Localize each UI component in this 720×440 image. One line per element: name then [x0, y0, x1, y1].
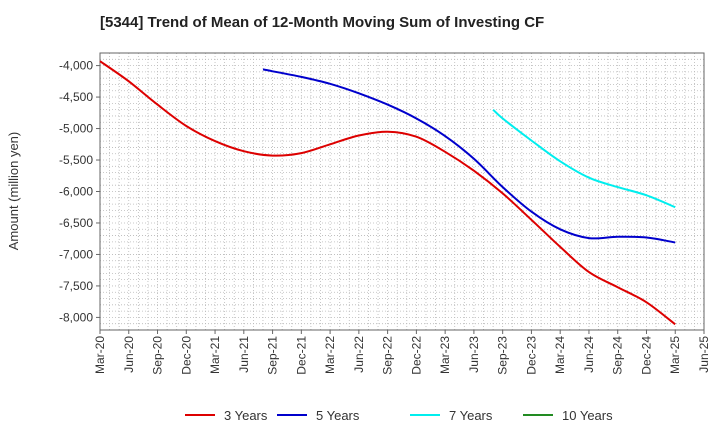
y-axis-ticks: -4,000 -4,500 -5,000 -5,500 -6,000 -6,500 -7,0…: [59, 59, 100, 324]
x-tick-label: Jun-22: [352, 336, 366, 373]
x-tick-label: Sep-22: [381, 336, 395, 375]
y-tick-label: -5,500: [59, 153, 93, 167]
series-line-3-years: [99, 60, 676, 326]
x-tick-label: Jun-25: [697, 336, 711, 373]
series-line-5-years: [262, 68, 676, 244]
x-tick-label: Mar-24: [553, 336, 567, 374]
x-tick-label: Sep-20: [151, 336, 165, 375]
x-tick-label: Dec-21: [294, 336, 308, 375]
x-tick-label: Mar-20: [93, 336, 107, 374]
y-axis-label: Amount (million yen): [6, 132, 21, 251]
x-tick-label: Dec-20: [179, 336, 193, 375]
x-tick-label: Jun-20: [122, 336, 136, 373]
x-tick-label: Dec-24: [639, 336, 653, 375]
grid-layer: [100, 53, 704, 330]
x-tick-label: Mar-25: [668, 336, 682, 374]
chart-title: [5344] Trend of Mean of 12-Month Moving …: [100, 14, 545, 31]
y-tick-label: -6,000: [59, 185, 93, 199]
x-tick-label: Sep-23: [496, 336, 510, 375]
x-tick-label: Jun-21: [237, 336, 251, 373]
x-tick-label: Sep-24: [611, 336, 625, 375]
legend-label: 5 Years: [316, 408, 360, 423]
legend: 3 Years 5 Years 7 Years 10 Years: [185, 408, 613, 423]
x-tick-label: Dec-22: [409, 336, 423, 375]
legend-label: 10 Years: [562, 408, 613, 423]
y-tick-label: -4,500: [59, 90, 93, 104]
y-tick-label: -8,000: [59, 310, 93, 324]
y-tick-label: -7,500: [59, 279, 93, 293]
x-tick-label: Mar-21: [208, 336, 222, 374]
series-layer: [99, 60, 676, 326]
x-tick-label: Jun-23: [467, 336, 481, 373]
series-line-7-years: [492, 108, 676, 209]
y-tick-label: -4,000: [59, 59, 93, 73]
x-tick-label: Mar-22: [323, 336, 337, 374]
x-tick-label: Mar-23: [438, 336, 452, 374]
x-tick-label: Jun-24: [582, 336, 596, 373]
legend-label: 7 Years: [449, 408, 493, 423]
x-axis-ticks: Mar-20 Jun-20 Sep-20 Dec-20 Mar-21 Jun-21 Sep-…: [93, 330, 711, 375]
x-tick-label: Sep-21: [266, 336, 280, 375]
y-tick-label: -5,000: [59, 122, 93, 136]
y-tick-label: -7,000: [59, 247, 93, 261]
legend-label: 3 Years: [224, 408, 268, 423]
x-tick-label: Dec-23: [524, 336, 538, 375]
y-tick-label: -6,500: [59, 216, 93, 230]
